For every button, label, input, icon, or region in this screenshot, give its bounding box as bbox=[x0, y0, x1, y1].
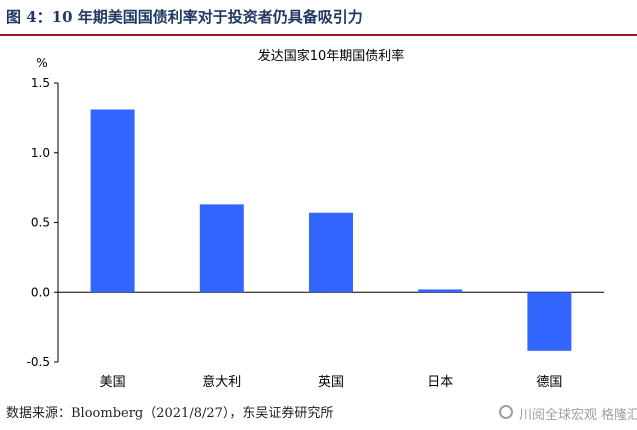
figure-title: 图 4：10 年期美国国债利率对于投资者仍具备吸引力 bbox=[6, 8, 363, 26]
bar bbox=[199, 204, 244, 293]
header-divider bbox=[0, 34, 637, 36]
watermark: 川阅全球宏观 格隆汇 bbox=[499, 400, 637, 426]
bar bbox=[418, 289, 463, 293]
source-note: 数据来源：Bloomberg（2021/8/27），东吴证券研究所 bbox=[6, 406, 334, 421]
y-tick-label: 1.0 bbox=[31, 146, 50, 160]
y-tick-label: 0.5 bbox=[31, 216, 50, 230]
y-tick-label: -0.5 bbox=[27, 355, 50, 369]
chart-area: 发达国家10年期国债利率% -0.5 0.0 0.5 1.0 1.5 美国 意大利 英国 日本 德国 bbox=[0, 36, 637, 402]
x-tick-label: 日本 bbox=[427, 375, 453, 390]
x-tick-label: 德国 bbox=[536, 375, 562, 390]
bar bbox=[309, 212, 353, 293]
watermark-text: 川阅全球宏观 格隆汇 bbox=[519, 408, 637, 423]
bar-chart: 发达国家10年期国债利率% -0.5 0.0 0.5 1.0 1.5 美国 意大利 英国 日本 德国 bbox=[27, 48, 604, 390]
y-axis-unit: % bbox=[36, 56, 47, 70]
x-tick-label: 英国 bbox=[318, 375, 344, 390]
chart-title: 发达国家10年期国债利率 bbox=[258, 48, 405, 64]
bar bbox=[527, 292, 572, 351]
y-tick-label: 0.0 bbox=[31, 285, 50, 299]
x-tick-label: 意大利 bbox=[202, 374, 241, 390]
wechat-icon bbox=[499, 405, 513, 419]
bar bbox=[90, 109, 135, 293]
x-tick-label: 美国 bbox=[100, 375, 126, 390]
y-tick-label: 1.5 bbox=[31, 76, 50, 90]
